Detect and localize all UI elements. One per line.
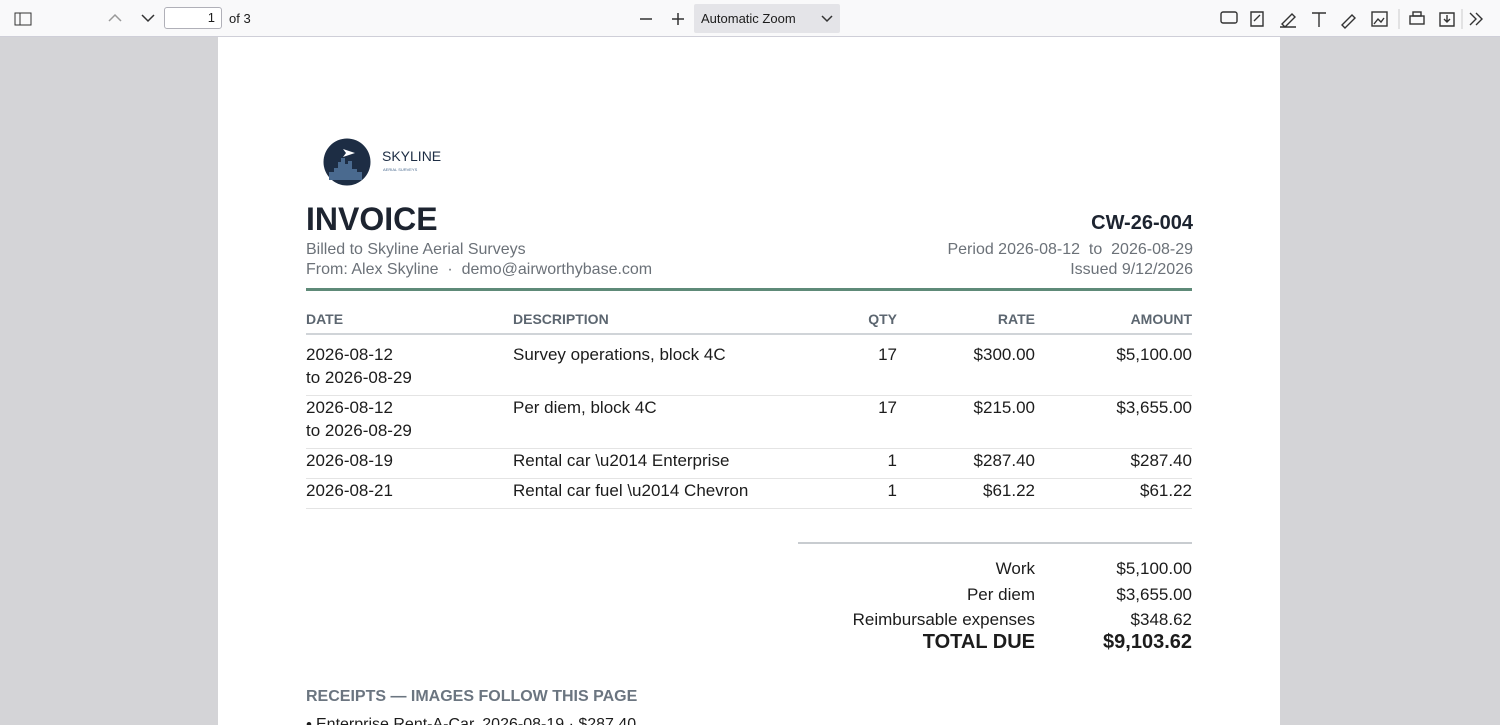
column-header: AMOUNT bbox=[1130, 311, 1192, 327]
row-rule bbox=[306, 508, 1192, 509]
column-header: DESCRIPTION bbox=[513, 311, 609, 327]
column-header: RATE bbox=[997, 311, 1035, 327]
cell-qty: 1 bbox=[887, 451, 897, 470]
invoice-number: CW-26-004 bbox=[1091, 212, 1193, 234]
total-value: $348.62 bbox=[1130, 610, 1192, 629]
bullet: • bbox=[306, 715, 312, 725]
total-label: Reimbursable expenses bbox=[852, 610, 1035, 629]
cell-date: 2026-08-19 bbox=[306, 451, 393, 470]
billed-to: Billed to Skyline Aerial Surveys bbox=[306, 241, 526, 258]
cell-description: Rental car \u2014 Enterprise bbox=[513, 451, 730, 470]
cell-date: to 2026-08-29 bbox=[306, 368, 412, 387]
period: Period 2026-08-12 to 2026-08-29 bbox=[947, 241, 1193, 258]
cell-description: Per diem, block 4C bbox=[513, 398, 657, 417]
cell-qty: 1 bbox=[887, 481, 897, 500]
total-value: $3,655.00 bbox=[1116, 584, 1192, 604]
cell-amount: $61.22 bbox=[1140, 481, 1192, 500]
issued: Issued 9/12/2026 bbox=[1070, 261, 1193, 278]
cell-amount: $3,655.00 bbox=[1116, 398, 1192, 417]
cell-description: Survey operations, block 4C bbox=[513, 345, 726, 364]
totals-rule bbox=[798, 542, 1192, 544]
cell-amount: $5,100.00 bbox=[1116, 345, 1192, 364]
cell-date: 2026-08-12 bbox=[306, 345, 393, 364]
row-rule bbox=[306, 395, 1192, 396]
total-label: Per diem bbox=[966, 584, 1035, 604]
page-input[interactable]: 1 bbox=[164, 7, 222, 29]
next-page[interactable] bbox=[140, 12, 156, 24]
receipts-heading: RECEIPTS — IMAGES FOLLOW THIS PAGE bbox=[306, 688, 638, 705]
from: From: Alex Skyline · demo@airworthybase.… bbox=[306, 261, 653, 278]
tool-icons[interactable] bbox=[1218, 9, 1498, 29]
zoom-out[interactable] bbox=[638, 11, 654, 27]
page-count: of 3 bbox=[229, 11, 251, 26]
row-rule bbox=[306, 478, 1192, 479]
cell-description: Rental car fuel \u2014 Chevron bbox=[513, 481, 749, 500]
previous-page[interactable] bbox=[107, 12, 123, 24]
logo-tagline: AERIAL SURVEYS bbox=[383, 167, 418, 172]
column-header: QTY bbox=[868, 311, 897, 327]
cell-amount: $287.40 bbox=[1130, 451, 1192, 470]
total-due-label: TOTAL DUE bbox=[922, 631, 1035, 653]
total-label: Work bbox=[995, 559, 1035, 578]
cell-rate: $61.22 bbox=[983, 481, 1035, 500]
zoom-select[interactable]: Automatic Zoom bbox=[694, 4, 840, 33]
invoice-title: INVOICE bbox=[306, 201, 438, 237]
cell-date: to 2026-08-29 bbox=[306, 421, 412, 440]
logo-name: SKYLINE bbox=[382, 148, 442, 164]
zoom-in[interactable] bbox=[670, 11, 686, 27]
column-header: DATE bbox=[306, 311, 344, 327]
row-rule bbox=[306, 448, 1192, 449]
sidebar-toggle[interactable] bbox=[14, 12, 32, 26]
total-value: $5,100.00 bbox=[1116, 559, 1192, 578]
cell-qty: 17 bbox=[878, 345, 897, 364]
cell-rate: $287.40 bbox=[973, 451, 1035, 470]
receipt-item: Enterprise Rent-A-Car, 2026-08-19 · $287… bbox=[316, 716, 637, 725]
pdf-page: SKYLINE AERIAL SURVEYS INVOICE CW-26-004… bbox=[218, 37, 1280, 725]
logo-mark bbox=[323, 138, 371, 186]
cell-date: 2026-08-12 bbox=[306, 398, 393, 417]
cell-rate: $215.00 bbox=[973, 398, 1035, 417]
zoom-caret bbox=[821, 15, 833, 23]
header-rule bbox=[306, 288, 1192, 291]
cell-rate: $300.00 bbox=[973, 345, 1035, 364]
cell-qty: 17 bbox=[878, 398, 897, 417]
toolbar: 1 of 3 Automatic Zoom bbox=[0, 0, 1500, 37]
total-due-value: $9,103.62 bbox=[1103, 631, 1192, 653]
header-rule bbox=[306, 333, 1192, 335]
cell-date: 2026-08-21 bbox=[306, 481, 393, 500]
zoom-label: Automatic Zoom bbox=[701, 11, 796, 26]
